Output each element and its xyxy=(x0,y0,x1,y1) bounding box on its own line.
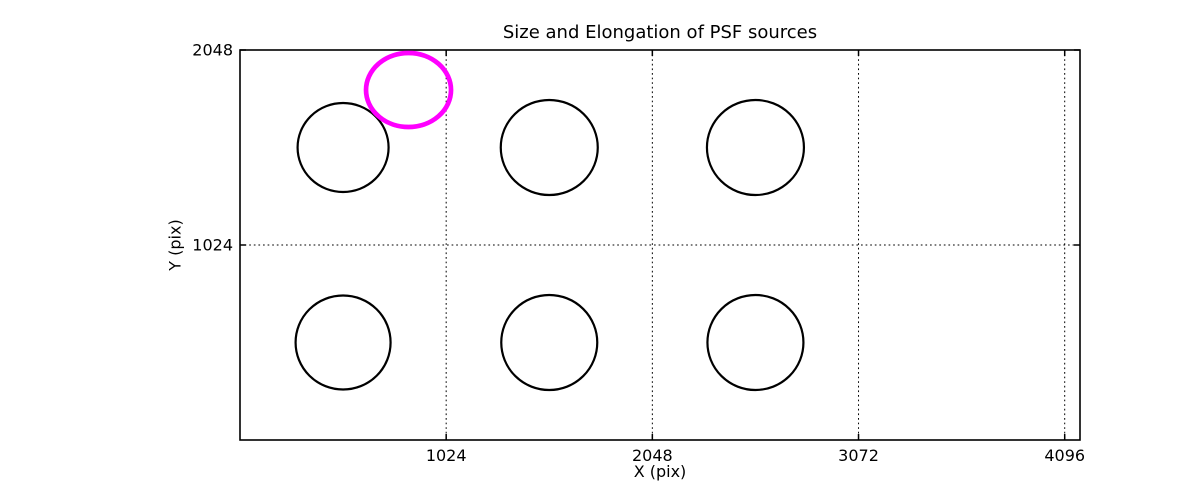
psf-source-ellipse xyxy=(706,293,805,392)
x-axis-label: X (pix) xyxy=(633,462,687,481)
psf-source-ellipse xyxy=(499,98,599,197)
y-tick-label-1024: 1024 xyxy=(192,236,233,255)
y-axis-label: Y (pix) xyxy=(165,219,185,271)
chart-title: Size and Elongation of PSF sources xyxy=(502,22,818,43)
highlighted-psf-source-ellipse xyxy=(363,50,454,130)
psf-source-ellipse xyxy=(500,293,599,392)
x-tick-label-1024: 1024 xyxy=(426,446,467,465)
x-tick-label-2048: 2048 xyxy=(632,446,673,465)
x-tick-label-4096: 4096 xyxy=(1044,446,1085,465)
psf-source-ellipse xyxy=(294,294,392,391)
y-tick-label-2048: 2048 xyxy=(192,41,233,60)
psf-source-ellipse xyxy=(705,98,806,197)
x-tick-label-3072: 3072 xyxy=(838,446,879,465)
psf-source-ellipse xyxy=(296,101,390,194)
